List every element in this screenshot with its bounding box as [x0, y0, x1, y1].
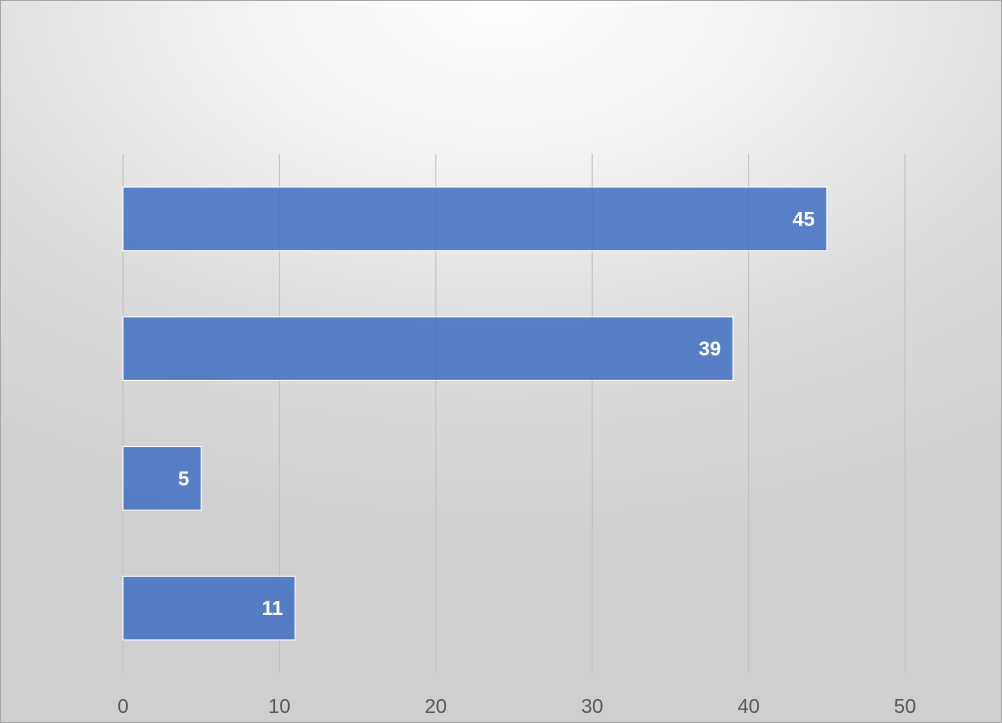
bar [122, 186, 828, 252]
x-tick-label: 50 [894, 696, 916, 718]
x-tick-label: 20 [425, 696, 447, 718]
bar-data-label: 11 [262, 598, 283, 620]
bar-data-label: 39 [699, 339, 721, 361]
bar-data-label: 5 [178, 468, 189, 490]
x-tick-label: 30 [581, 696, 603, 718]
bar [122, 446, 202, 511]
x-axis-tick-labels: 0 10 20 30 40 50 [117, 696, 916, 718]
x-tick-label: 0 [117, 696, 128, 718]
bar-data-label: 45 [793, 209, 815, 231]
bar [122, 316, 734, 381]
bars [122, 186, 828, 641]
x-tick-label: 40 [737, 696, 759, 718]
data-labels: 45 39 5 11 [178, 209, 815, 620]
bar [122, 575, 296, 641]
x-tick-label: 10 [268, 696, 290, 718]
